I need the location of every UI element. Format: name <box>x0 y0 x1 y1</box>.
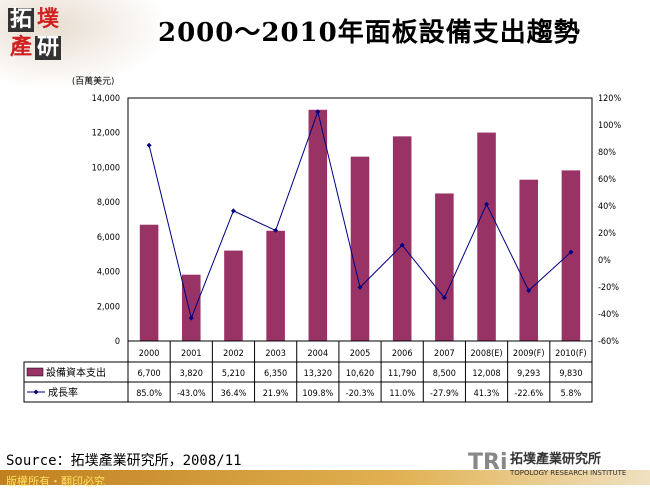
table-value: 109.8% <box>302 389 333 399</box>
table-value: 13,320 <box>304 369 332 379</box>
table-value: 6,700 <box>137 369 160 379</box>
growth-point <box>273 227 279 233</box>
bar <box>308 109 328 341</box>
brand-name: 拓墣產業研究所 <box>510 452 602 467</box>
table-value: 9,293 <box>517 369 540 379</box>
legend-line-label: 成長率 <box>48 386 78 399</box>
bar <box>181 274 201 341</box>
bar <box>139 224 159 341</box>
logo: 拓 墣 產 研 <box>8 7 61 60</box>
x-tick-label: 2010(F) <box>555 349 587 359</box>
table-value: 10,620 <box>346 369 374 379</box>
copyright: 版權所有・翻印必究 <box>6 475 105 488</box>
growth-point <box>399 242 405 248</box>
table-value: -43.0% <box>177 389 206 399</box>
table-value: 85.0% <box>136 389 162 399</box>
growth-point <box>230 208 236 214</box>
table-value: 21.9% <box>263 389 289 399</box>
x-tick-label: 2003 <box>265 349 286 359</box>
y-tick-label: 12,000 <box>92 129 120 139</box>
growth-point <box>568 249 574 255</box>
growth-point <box>526 288 532 294</box>
brand-sub: TOPOLOGY RESEARCH INSTITUTE <box>510 469 627 477</box>
x-tick-label: 2007 <box>434 349 455 359</box>
bar <box>435 193 454 341</box>
y-tick-label: 8,000 <box>97 198 120 208</box>
y2-tick-label: 40% <box>598 202 616 212</box>
growth-point <box>357 284 363 290</box>
page-title: 2000～2010年面板設備支出趨勢 <box>158 18 581 48</box>
y2-tick-label: 80% <box>598 148 616 158</box>
y2-tick-label: 20% <box>598 229 616 239</box>
x-tick-label: 2004 <box>308 349 329 359</box>
x-tick-label: 2002 <box>223 349 244 359</box>
x-tick-label: 2005 <box>350 349 371 359</box>
table-value: 3,820 <box>180 369 203 379</box>
legend-bar-label: 設備資本支出 <box>46 366 106 379</box>
table-value: 5,210 <box>222 369 245 379</box>
y-tick-label: 2,000 <box>97 302 120 312</box>
growth-point <box>315 109 321 115</box>
bar <box>519 179 539 341</box>
y2-tick-label: -60% <box>598 337 619 347</box>
table-value: 12,008 <box>472 369 500 379</box>
x-tick-label: 2000 <box>139 349 160 359</box>
table-value: 11.0% <box>389 389 415 399</box>
bar <box>561 170 581 341</box>
growth-point <box>484 201 490 207</box>
bar <box>266 230 285 341</box>
y-tick-label: 0 <box>115 337 120 347</box>
table-value: -27.9% <box>430 389 459 399</box>
table-value: 6,350 <box>264 369 287 379</box>
y-tick-label: 6,000 <box>97 233 120 243</box>
y-tick-label: 4,000 <box>97 268 120 278</box>
y2-tick-label: 0% <box>598 256 611 266</box>
bar <box>477 132 496 341</box>
table-value: 5.8% <box>561 389 582 399</box>
x-tick-label: 2008(E) <box>471 349 503 359</box>
y2-tick-label: -20% <box>598 283 619 293</box>
table-value: 41.3% <box>474 389 500 399</box>
y-axis-unit: (百萬美元) <box>72 75 114 87</box>
table-value: -20.3% <box>346 389 375 399</box>
y2-tick-label: 60% <box>598 175 616 185</box>
legend-bar-swatch <box>26 367 44 377</box>
growth-point <box>188 315 194 321</box>
table-value: -22.6% <box>514 389 543 399</box>
table-value: 8,500 <box>433 369 456 379</box>
bar <box>224 250 243 341</box>
y2-tick-label: 120% <box>598 94 621 104</box>
brand-logo: TRi 拓墣產業研究所 TOPOLOGY RESEARCH INSTITUTE <box>468 450 648 484</box>
y2-tick-label: 100% <box>598 121 621 131</box>
y-tick-label: 14,000 <box>92 94 120 104</box>
table-value: 9,830 <box>559 369 582 379</box>
growth-point <box>441 295 447 301</box>
table-value: 11,790 <box>388 369 416 379</box>
bar <box>392 136 412 341</box>
y-tick-label: 10,000 <box>92 163 120 173</box>
bar <box>350 156 370 341</box>
brand-mark: TRi <box>468 450 508 475</box>
y2-tick-label: -40% <box>598 310 619 320</box>
growth-point <box>146 142 152 148</box>
x-tick-label: 2001 <box>181 349 202 359</box>
x-tick-label: 2009(F) <box>513 349 545 359</box>
table-value: 36.4% <box>221 389 247 399</box>
x-tick-label: 2006 <box>392 349 413 359</box>
legend-line-marker <box>33 389 39 395</box>
source-note: Source：拓墣產業研究所，2008/11 <box>6 453 242 469</box>
